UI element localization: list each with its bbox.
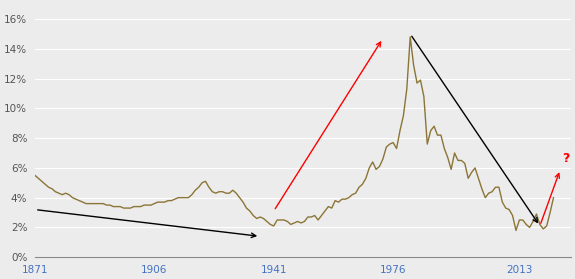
Text: ?: ? [562, 152, 569, 165]
